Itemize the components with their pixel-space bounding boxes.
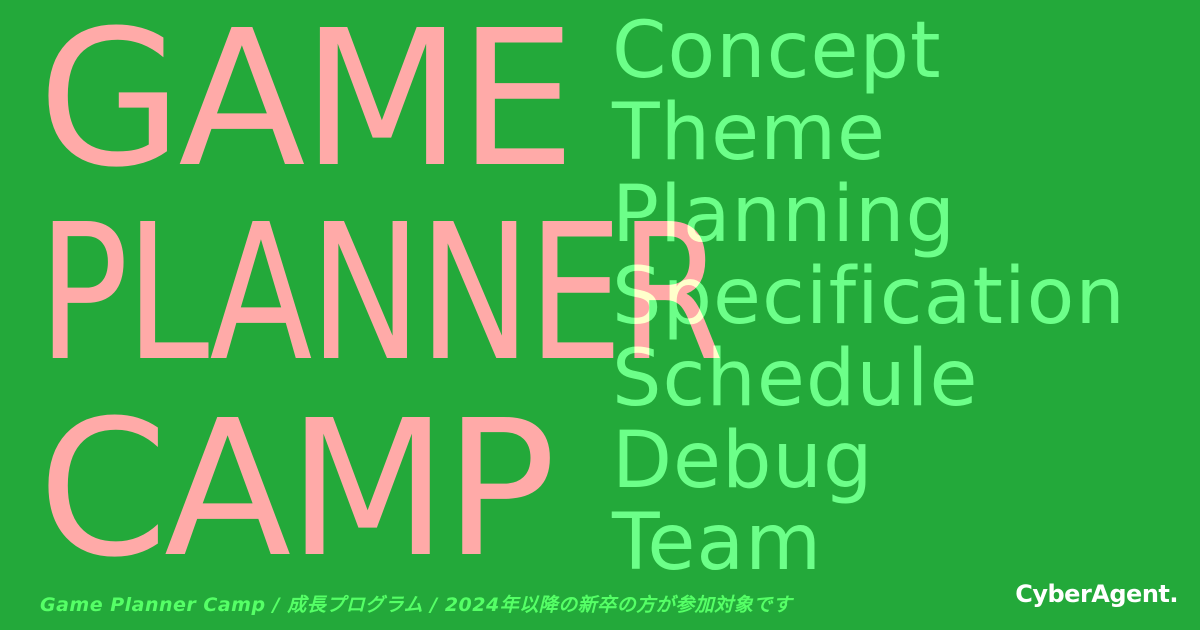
keyword-theme: Theme: [612, 88, 887, 178]
keyword-schedule: Schedule: [612, 334, 979, 424]
cyberagent-logo: CyberAgent.: [1015, 580, 1178, 608]
title-line-game: GAME: [38, 0, 576, 209]
keyword-concept: Concept: [612, 6, 942, 96]
keyword-planning: Planning: [612, 170, 956, 260]
title-line-camp: CAMP: [38, 380, 556, 599]
keyword-debug: Debug: [612, 416, 874, 506]
keyword-specification: Specification: [612, 252, 1126, 342]
tagline: Game Planner Camp / 成長プログラム / 2024年以降の新卒…: [40, 594, 793, 616]
keyword-list: Concept Theme Planning Specification Sch…: [612, 10, 1126, 584]
title-line-planner: PLANNER: [38, 184, 724, 403]
keyword-team: Team: [612, 498, 823, 588]
